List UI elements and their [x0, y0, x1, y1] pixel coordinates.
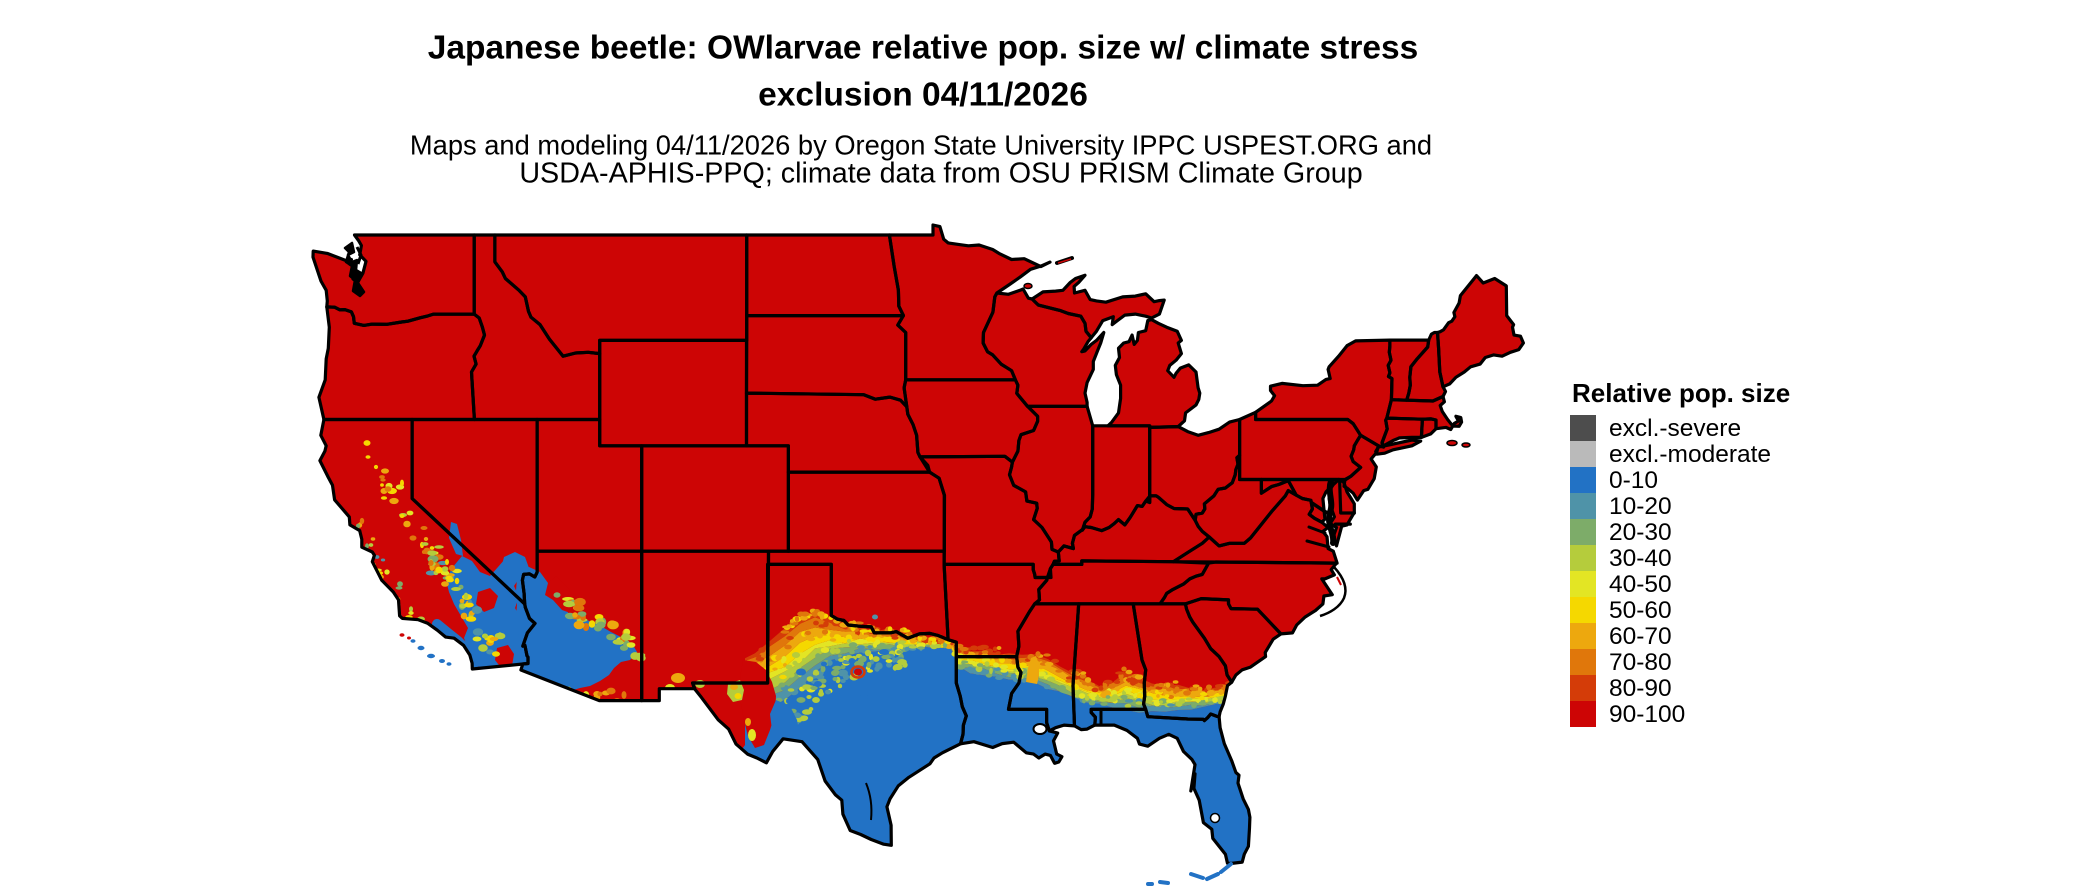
svg-text:40-50: 40-50 [1609, 571, 1672, 598]
svg-text:USDA-APHIS-PPQ; climate data f: USDA-APHIS-PPQ; climate data from OSU PR… [519, 157, 1362, 189]
svg-text:Maps and modeling 04/11/2026 b: Maps and modeling 04/11/2026 by Oregon S… [410, 130, 1432, 161]
svg-text:80-90: 80-90 [1609, 675, 1672, 702]
svg-text:50-60: 50-60 [1609, 597, 1672, 624]
svg-text:70-80: 70-80 [1609, 649, 1672, 676]
svg-text:Relative pop. size: Relative pop. size [1572, 378, 1790, 408]
svg-text:exclusion 04/11/2026: exclusion 04/11/2026 [758, 77, 1088, 114]
svg-text:Japanese beetle: OWlarvae rela: Japanese beetle: OWlarvae relative pop. … [428, 30, 1419, 67]
svg-text:90-100: 90-100 [1609, 701, 1685, 728]
svg-text:excl.-severe: excl.-severe [1609, 415, 1741, 442]
svg-text:20-30: 20-30 [1609, 519, 1672, 546]
svg-text:10-20: 10-20 [1609, 493, 1672, 520]
svg-text:excl.-moderate: excl.-moderate [1609, 441, 1771, 468]
svg-text:30-40: 30-40 [1609, 545, 1672, 572]
svg-text:0-10: 0-10 [1609, 467, 1658, 494]
svg-text:60-70: 60-70 [1609, 623, 1672, 650]
